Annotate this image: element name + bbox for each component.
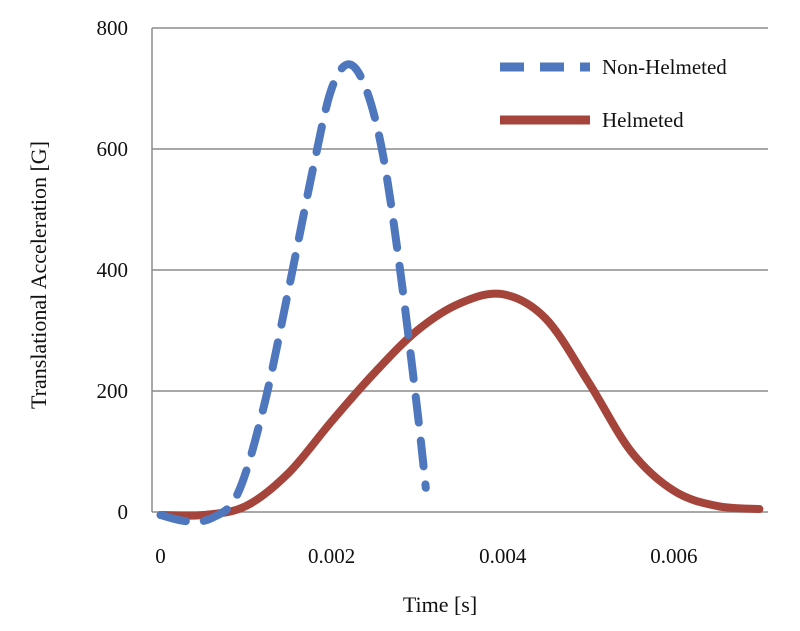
series-line-helmeted: [156, 289, 764, 520]
y-tick-label: 800: [97, 16, 129, 40]
legend: Non-Helmeted Helmeted: [500, 55, 727, 132]
x-tick-labels: 0 0.002 0.004 0.006: [155, 544, 697, 568]
x-axis-title: Time [s]: [403, 592, 477, 617]
x-tick-label: 0: [155, 544, 166, 568]
x-tick-label: 0.004: [479, 544, 527, 568]
series-layer: [156, 60, 764, 526]
x-tick-label: 0.006: [650, 544, 697, 568]
series-line-non-helmeted: [156, 60, 430, 526]
y-tick-label: 200: [97, 379, 129, 403]
legend-label-non-helmeted: Non-Helmeted: [602, 55, 727, 79]
y-tick-label: 0: [118, 500, 129, 524]
x-tick-label: 0.002: [308, 544, 355, 568]
legend-label-helmeted: Helmeted: [602, 108, 684, 132]
y-axis-title: Translational Acceleration [G]: [26, 141, 51, 409]
y-tick-label: 600: [97, 137, 129, 161]
y-tick-labels: 0 200 400 600 800: [97, 16, 129, 524]
gridlines: [151, 27, 768, 513]
y-tick-label: 400: [97, 258, 129, 282]
